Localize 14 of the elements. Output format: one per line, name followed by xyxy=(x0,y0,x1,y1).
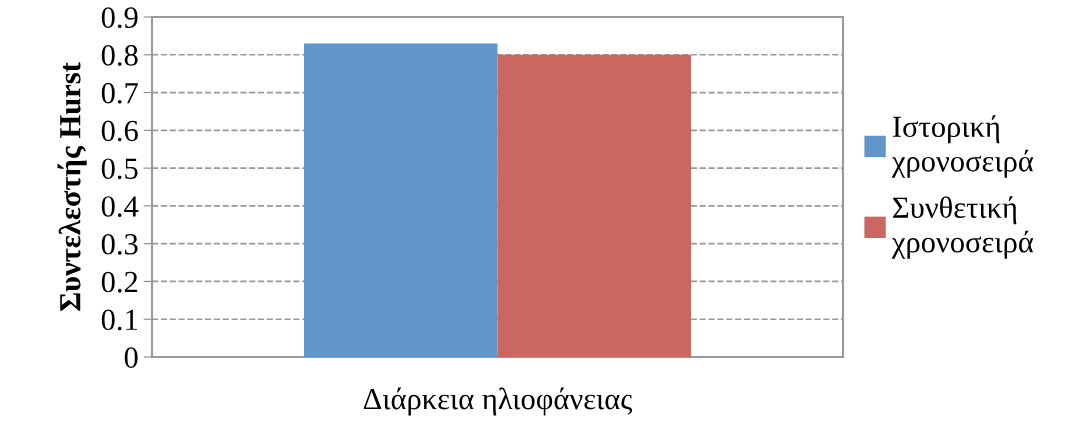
y-axis-title: Συντελεστής Hurst xyxy=(57,62,87,311)
y-tick-label: 0.9 xyxy=(101,7,138,29)
y-tick-label: 0 xyxy=(124,347,138,368)
y-tick-label: 0.6 xyxy=(101,120,138,142)
y-tick-label: 0.7 xyxy=(101,82,138,104)
y-tick-label: 0.4 xyxy=(101,196,139,217)
x-tick-label: Διάρκεια ηλιοφάνειας xyxy=(363,387,633,416)
y-tick-label: 0.3 xyxy=(101,233,138,255)
legend-label: Ιστορική χρονοσειρά xyxy=(891,115,1034,178)
y-tick-label: 0.8 xyxy=(101,45,138,66)
y-tick-label: 0.1 xyxy=(101,309,137,331)
legend-label: Συνθετική χρονοσειρά xyxy=(891,196,1034,259)
y-tick-label: 0.2 xyxy=(101,271,138,293)
y-tick-label: 0.5 xyxy=(101,158,138,180)
